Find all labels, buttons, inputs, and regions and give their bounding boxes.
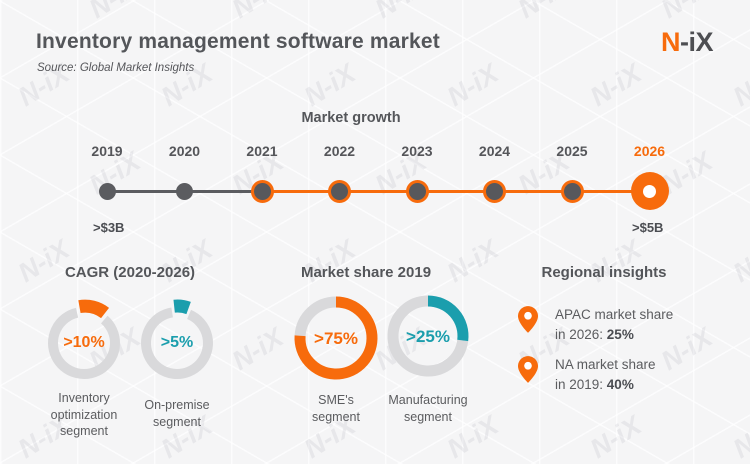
market-share-heading: Market share 2019 (300, 264, 432, 281)
timeline-year-label: 2025 (556, 143, 588, 159)
donut-label: Inventory optimization segment (50, 391, 118, 438)
watermark-text: N-iX (727, 234, 750, 289)
watermark-text: N-iX (727, 410, 750, 464)
timeline-year-label: 2021 (246, 143, 278, 159)
donut-chart (294, 296, 378, 380)
regional-heading: Regional insights (541, 264, 667, 281)
watermark-text: N-iX (513, 0, 575, 25)
watermark-text: N-iX (298, 58, 361, 113)
timeline-node (483, 179, 506, 203)
regional-line2-prefix: in 2019: (555, 376, 607, 392)
watermark-text: N-iX (441, 234, 504, 289)
watermark-text: N-iX (226, 322, 289, 377)
timeline-year-label: 2020 (168, 143, 201, 159)
timeline-node (176, 182, 193, 200)
regional-item: NA market share in 2019: 40% (518, 355, 728, 394)
timeline-heading: Market growth (301, 110, 401, 126)
donut-label: SME's segment (312, 393, 360, 424)
nix-logo: N-iX (660, 27, 714, 58)
watermark-text: N-iX (727, 58, 750, 113)
logo-rest: -iX (679, 27, 714, 57)
regional-item: APAC market share in 2026: 25% (518, 305, 728, 344)
donut-value: >25% (406, 327, 450, 346)
timeline-year-label: 2019 (91, 143, 123, 159)
timeline-node (405, 179, 429, 203)
donut-label: On-premise segment (144, 398, 210, 429)
location-pin-icon (518, 306, 538, 333)
regional-value: 40% (606, 376, 634, 392)
timeline-year-label: 2024 (478, 143, 511, 159)
donut-chart (141, 299, 213, 379)
timeline-start-value: >$3B (93, 220, 125, 235)
timeline-node-final (630, 172, 669, 210)
timeline-node (98, 182, 116, 200)
regional-line2-prefix: in 2026: (555, 326, 607, 342)
watermark-text: N-iX (656, 0, 718, 25)
donut-chart (387, 295, 469, 377)
donut-value: >5% (160, 334, 194, 351)
cagr-heading: CAGR (2020-2026) (64, 264, 196, 281)
watermark-text: N-iX (584, 58, 647, 113)
timeline-end-value: >$5B (632, 220, 664, 235)
timeline-year-label: 2023 (401, 143, 433, 159)
timeline-year-label: 2026 (633, 143, 666, 159)
watermark-text: N-iX (0, 322, 3, 377)
source-note: Source: Global Market Insights (37, 62, 195, 74)
donut-value: >75% (314, 329, 358, 348)
watermark-text: N-iX (584, 410, 647, 464)
regional-line1: NA market share (555, 357, 656, 372)
timeline-node (250, 179, 274, 203)
timeline-node (560, 179, 584, 203)
logo-accent: N (660, 27, 681, 57)
watermark-text: N-iX (84, 0, 146, 25)
watermark-text: N-iX (370, 0, 432, 25)
donut-value: >10% (63, 334, 105, 351)
donut-chart (48, 299, 120, 379)
watermark-text: N-iX (0, 146, 3, 201)
regional-text: APAC market share in 2026: 25% (555, 305, 728, 344)
donut-label: Manufacturing segment (388, 393, 468, 424)
watermark-text: N-iX (0, 0, 3, 25)
watermark-text: N-iX (227, 0, 289, 25)
timeline-line-orange (262, 190, 650, 193)
timeline-year-label: 2022 (323, 143, 356, 159)
timeline-node-hole (643, 184, 656, 198)
timeline-node (328, 179, 351, 203)
regional-line1: APAC market share (555, 307, 674, 322)
page-title: Inventory management software market (36, 30, 440, 53)
location-pin-icon (518, 356, 538, 383)
regional-value: 25% (606, 326, 634, 342)
regional-text: NA market share in 2019: 40% (555, 355, 728, 394)
watermark-text: N-iX (441, 58, 504, 113)
